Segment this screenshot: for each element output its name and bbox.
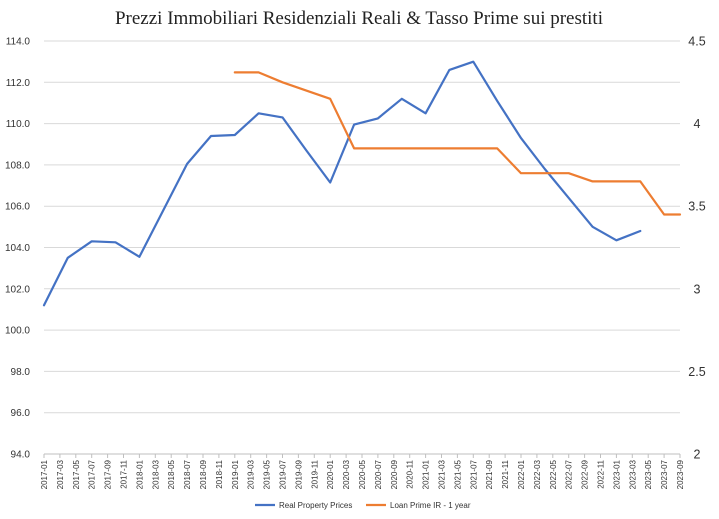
y-left-tick-label: 110.0 — [6, 119, 31, 130]
x-tick-label: 2019-09 — [294, 459, 303, 489]
x-tick-label: 2018-07 — [183, 459, 192, 489]
x-tick-label: 2023-01 — [612, 459, 621, 489]
y-left-tick-label: 112.0 — [6, 78, 31, 89]
x-axis-ticks: 2017-01 2017-03 2017-05 2017-07 2017-09 2017-… — [40, 454, 685, 489]
legend: Real Property Prices Loan Prime IR - 1 ye… — [255, 501, 471, 510]
y-right-tick-label: 2 — [694, 448, 701, 462]
x-tick-label: 2018-09 — [199, 459, 208, 489]
x-tick-label: 2019-07 — [279, 459, 288, 489]
x-tick-label: 2017-07 — [88, 459, 97, 489]
y-right-tick-label: 4 — [694, 117, 701, 131]
x-tick-label: 2019-05 — [263, 459, 272, 489]
y-left-tick-label: 102.0 — [5, 284, 30, 295]
x-tick-label: 2020-01 — [326, 459, 335, 489]
x-tick-label: 2022-07 — [565, 459, 574, 489]
y-left-tick-label: 108.0 — [5, 160, 30, 171]
x-tick-label: 2017-01 — [40, 459, 49, 489]
x-tick-label: 2021-01 — [422, 459, 431, 489]
x-tick-label: 2023-05 — [644, 459, 653, 489]
x-tick-label: 2021-11 — [501, 459, 510, 488]
y-left-tick-label: 106.0 — [5, 202, 30, 213]
x-tick-label: 2019-11 — [310, 459, 319, 488]
x-tick-label: 2017-09 — [104, 459, 113, 489]
series-lines — [42, 60, 682, 307]
y-right-tick-label: 2.5 — [688, 365, 705, 379]
chart-title: Prezzi Immobiliari Residenziali Reali & … — [115, 8, 603, 29]
series-line-loan-prime-ir-1-year — [233, 71, 682, 216]
right-axis-ticks: 2 2.5 3 3.5 4 4.5 — [688, 35, 705, 462]
legend-label: Real Property Prices — [279, 501, 352, 510]
x-tick-label: 2018-05 — [167, 459, 176, 489]
gridlines — [44, 40, 680, 455]
x-tick-label: 2018-11 — [215, 459, 224, 488]
y-left-tick-label: 98.0 — [11, 367, 31, 378]
x-tick-label: 2023-03 — [628, 459, 637, 489]
x-tick-label: 2023-07 — [660, 459, 669, 489]
x-tick-label: 2021-07 — [469, 459, 478, 489]
x-tick-label: 2022-09 — [581, 459, 590, 489]
x-tick-label: 2018-01 — [135, 459, 144, 489]
y-left-tick-label: 114.0 — [6, 37, 31, 48]
x-tick-label: 2021-03 — [438, 459, 447, 489]
legend-label: Loan Prime IR - 1 year — [390, 501, 471, 510]
left-axis-ticks: 94.0 96.0 98.0 100.0 102.0 104.0 106.0 108.0 110… — [5, 37, 30, 461]
x-tick-label: 2017-03 — [56, 459, 65, 489]
x-tick-label: 2021-05 — [453, 459, 462, 489]
x-tick-label: 2022-01 — [517, 459, 526, 489]
y-left-tick-label: 104.0 — [5, 243, 30, 254]
x-tick-label: 2020-05 — [358, 459, 367, 489]
series-line-real-property-prices — [42, 60, 642, 307]
x-tick-label: 2023-09 — [676, 459, 685, 489]
x-tick-label: 2017-05 — [72, 459, 81, 489]
x-tick-label: 2020-03 — [342, 459, 351, 489]
y-right-tick-label: 4.5 — [688, 35, 705, 49]
y-left-tick-label: 94.0 — [11, 450, 31, 461]
x-tick-label: 2019-01 — [231, 459, 240, 489]
y-left-tick-label: 100.0 — [5, 326, 30, 337]
x-tick-label: 2022-03 — [533, 459, 542, 489]
y-right-tick-label: 3 — [694, 282, 701, 296]
y-left-tick-label: 96.0 — [11, 408, 31, 419]
x-tick-label: 2020-07 — [374, 459, 383, 489]
x-tick-label: 2021-09 — [485, 459, 494, 489]
x-tick-label: 2022-05 — [549, 459, 558, 489]
x-tick-label: 2020-11 — [406, 459, 415, 488]
x-tick-label: 2017-11 — [120, 459, 129, 488]
x-tick-label: 2019-03 — [247, 459, 256, 489]
x-tick-label: 2018-03 — [151, 459, 160, 489]
x-tick-label: 2022-11 — [597, 459, 606, 488]
x-tick-label: 2020-09 — [390, 459, 399, 489]
y-right-tick-label: 3.5 — [688, 200, 705, 214]
